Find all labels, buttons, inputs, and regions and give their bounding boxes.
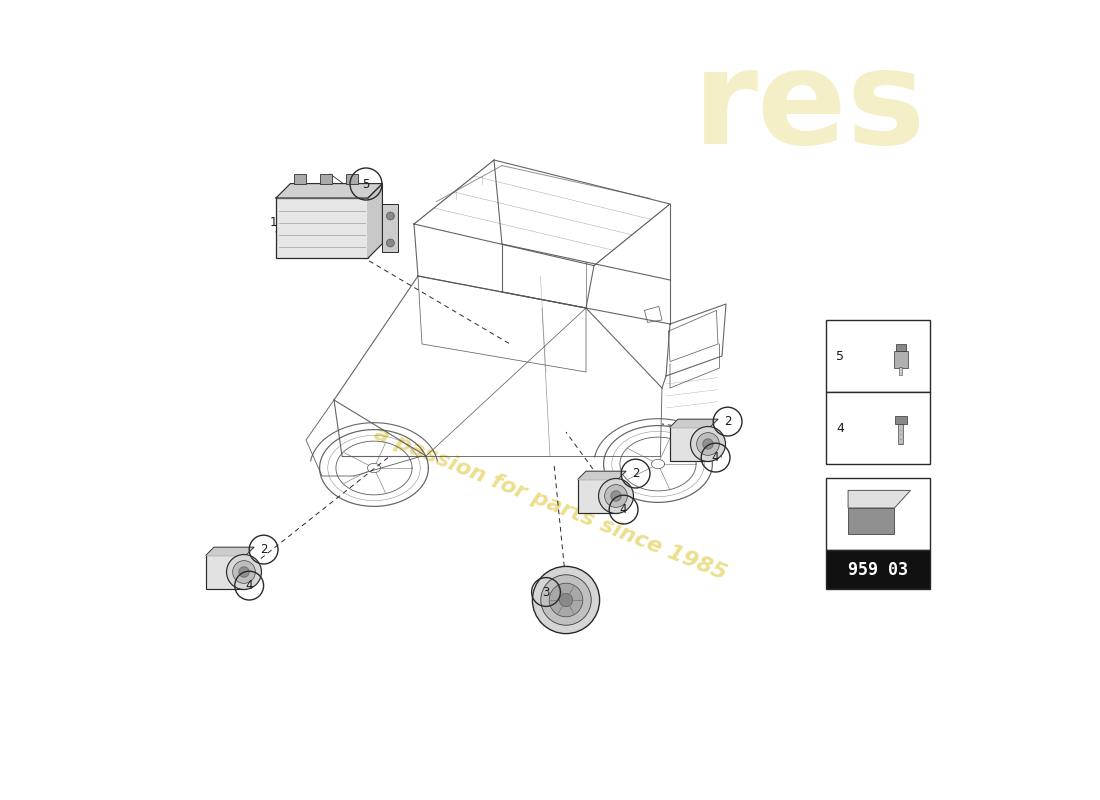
Text: 2: 2 <box>260 543 267 556</box>
Circle shape <box>532 566 600 634</box>
Text: 4: 4 <box>836 422 845 434</box>
FancyBboxPatch shape <box>276 198 369 258</box>
Bar <box>899 422 903 444</box>
Text: 959 03: 959 03 <box>848 561 908 578</box>
Bar <box>826 392 930 464</box>
Text: res: res <box>693 44 926 171</box>
Bar <box>896 344 905 351</box>
Circle shape <box>549 583 583 617</box>
Circle shape <box>541 574 591 626</box>
Circle shape <box>610 490 621 502</box>
Bar <box>826 550 930 589</box>
Bar <box>893 351 909 368</box>
Polygon shape <box>368 184 383 258</box>
Text: 2: 2 <box>724 415 732 428</box>
Circle shape <box>691 426 726 462</box>
Text: 4: 4 <box>712 451 719 464</box>
Text: 2: 2 <box>631 467 639 480</box>
Text: 3: 3 <box>542 586 550 598</box>
Polygon shape <box>276 184 383 198</box>
FancyBboxPatch shape <box>578 479 618 513</box>
Circle shape <box>227 554 262 590</box>
Circle shape <box>559 594 573 606</box>
Circle shape <box>239 566 250 578</box>
FancyBboxPatch shape <box>670 427 710 461</box>
Text: 1: 1 <box>270 215 277 229</box>
Polygon shape <box>848 490 911 508</box>
Circle shape <box>232 561 255 583</box>
Circle shape <box>386 212 395 220</box>
Bar <box>894 417 908 424</box>
Bar <box>826 478 930 550</box>
Circle shape <box>598 478 634 514</box>
Circle shape <box>605 485 627 507</box>
Circle shape <box>703 438 713 450</box>
Circle shape <box>386 239 395 247</box>
Polygon shape <box>670 419 718 427</box>
Text: a passion for parts since 1985: a passion for parts since 1985 <box>371 424 729 584</box>
Polygon shape <box>848 508 894 534</box>
Circle shape <box>696 433 719 455</box>
Text: 5: 5 <box>836 350 845 362</box>
Bar <box>900 366 902 375</box>
Bar <box>826 320 930 392</box>
Polygon shape <box>578 471 626 479</box>
FancyBboxPatch shape <box>206 555 246 589</box>
FancyBboxPatch shape <box>295 174 307 184</box>
Polygon shape <box>206 547 254 555</box>
FancyBboxPatch shape <box>345 174 358 184</box>
FancyBboxPatch shape <box>383 204 398 252</box>
FancyBboxPatch shape <box>320 174 332 184</box>
Text: 5: 5 <box>362 178 370 190</box>
Text: 4: 4 <box>620 503 627 516</box>
Text: 4: 4 <box>245 579 253 592</box>
